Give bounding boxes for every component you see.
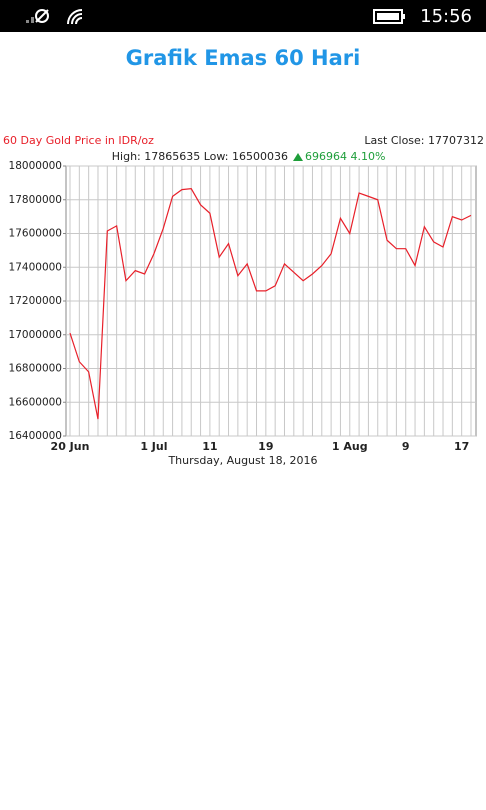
last-close: Last Close: 17707312 (364, 134, 484, 147)
y-tick-label: 17800000 (9, 194, 62, 206)
y-tick-label: 17000000 (9, 329, 62, 341)
x-tick-label: 1 Aug (332, 440, 368, 453)
x-tick-label: 1 Jul (140, 440, 167, 453)
y-tick-label: 17400000 (9, 261, 62, 273)
chart: 60 Day Gold Price in IDR/oz Last Close: … (3, 134, 484, 467)
chart-title: 60 Day Gold Price in IDR/oz (3, 134, 154, 147)
x-tick-label: 17 (454, 440, 469, 453)
up-arrow (293, 153, 303, 161)
y-tick-label: 18000000 (9, 160, 62, 172)
y-tick-label: 16400000 (9, 430, 62, 442)
battery-icon (373, 9, 405, 24)
price-line (69, 188, 472, 420)
y-tick-label: 17200000 (9, 295, 62, 307)
y-tick-label: 16800000 (9, 363, 62, 375)
app-title: Grafik Emas 60 Hari (125, 46, 361, 70)
x-tick-label: 19 (258, 440, 273, 453)
status-bar: 15:56 (0, 0, 486, 32)
x-tick-label: 11 (202, 440, 217, 453)
high-low: High: 17865635 Low: 16500036 (112, 150, 288, 163)
status-icons (26, 9, 83, 25)
x-tick-label: 20 Jun (51, 440, 90, 453)
change: 696964 4.10% (305, 150, 385, 163)
y-tick-label: 17600000 (9, 228, 62, 240)
x-tick-label: 9 (402, 440, 410, 453)
y-tick-label: 16600000 (9, 396, 62, 408)
x-axis-label: Thursday, August 18, 2016 (167, 454, 317, 467)
clock: 15:56 (420, 6, 472, 27)
